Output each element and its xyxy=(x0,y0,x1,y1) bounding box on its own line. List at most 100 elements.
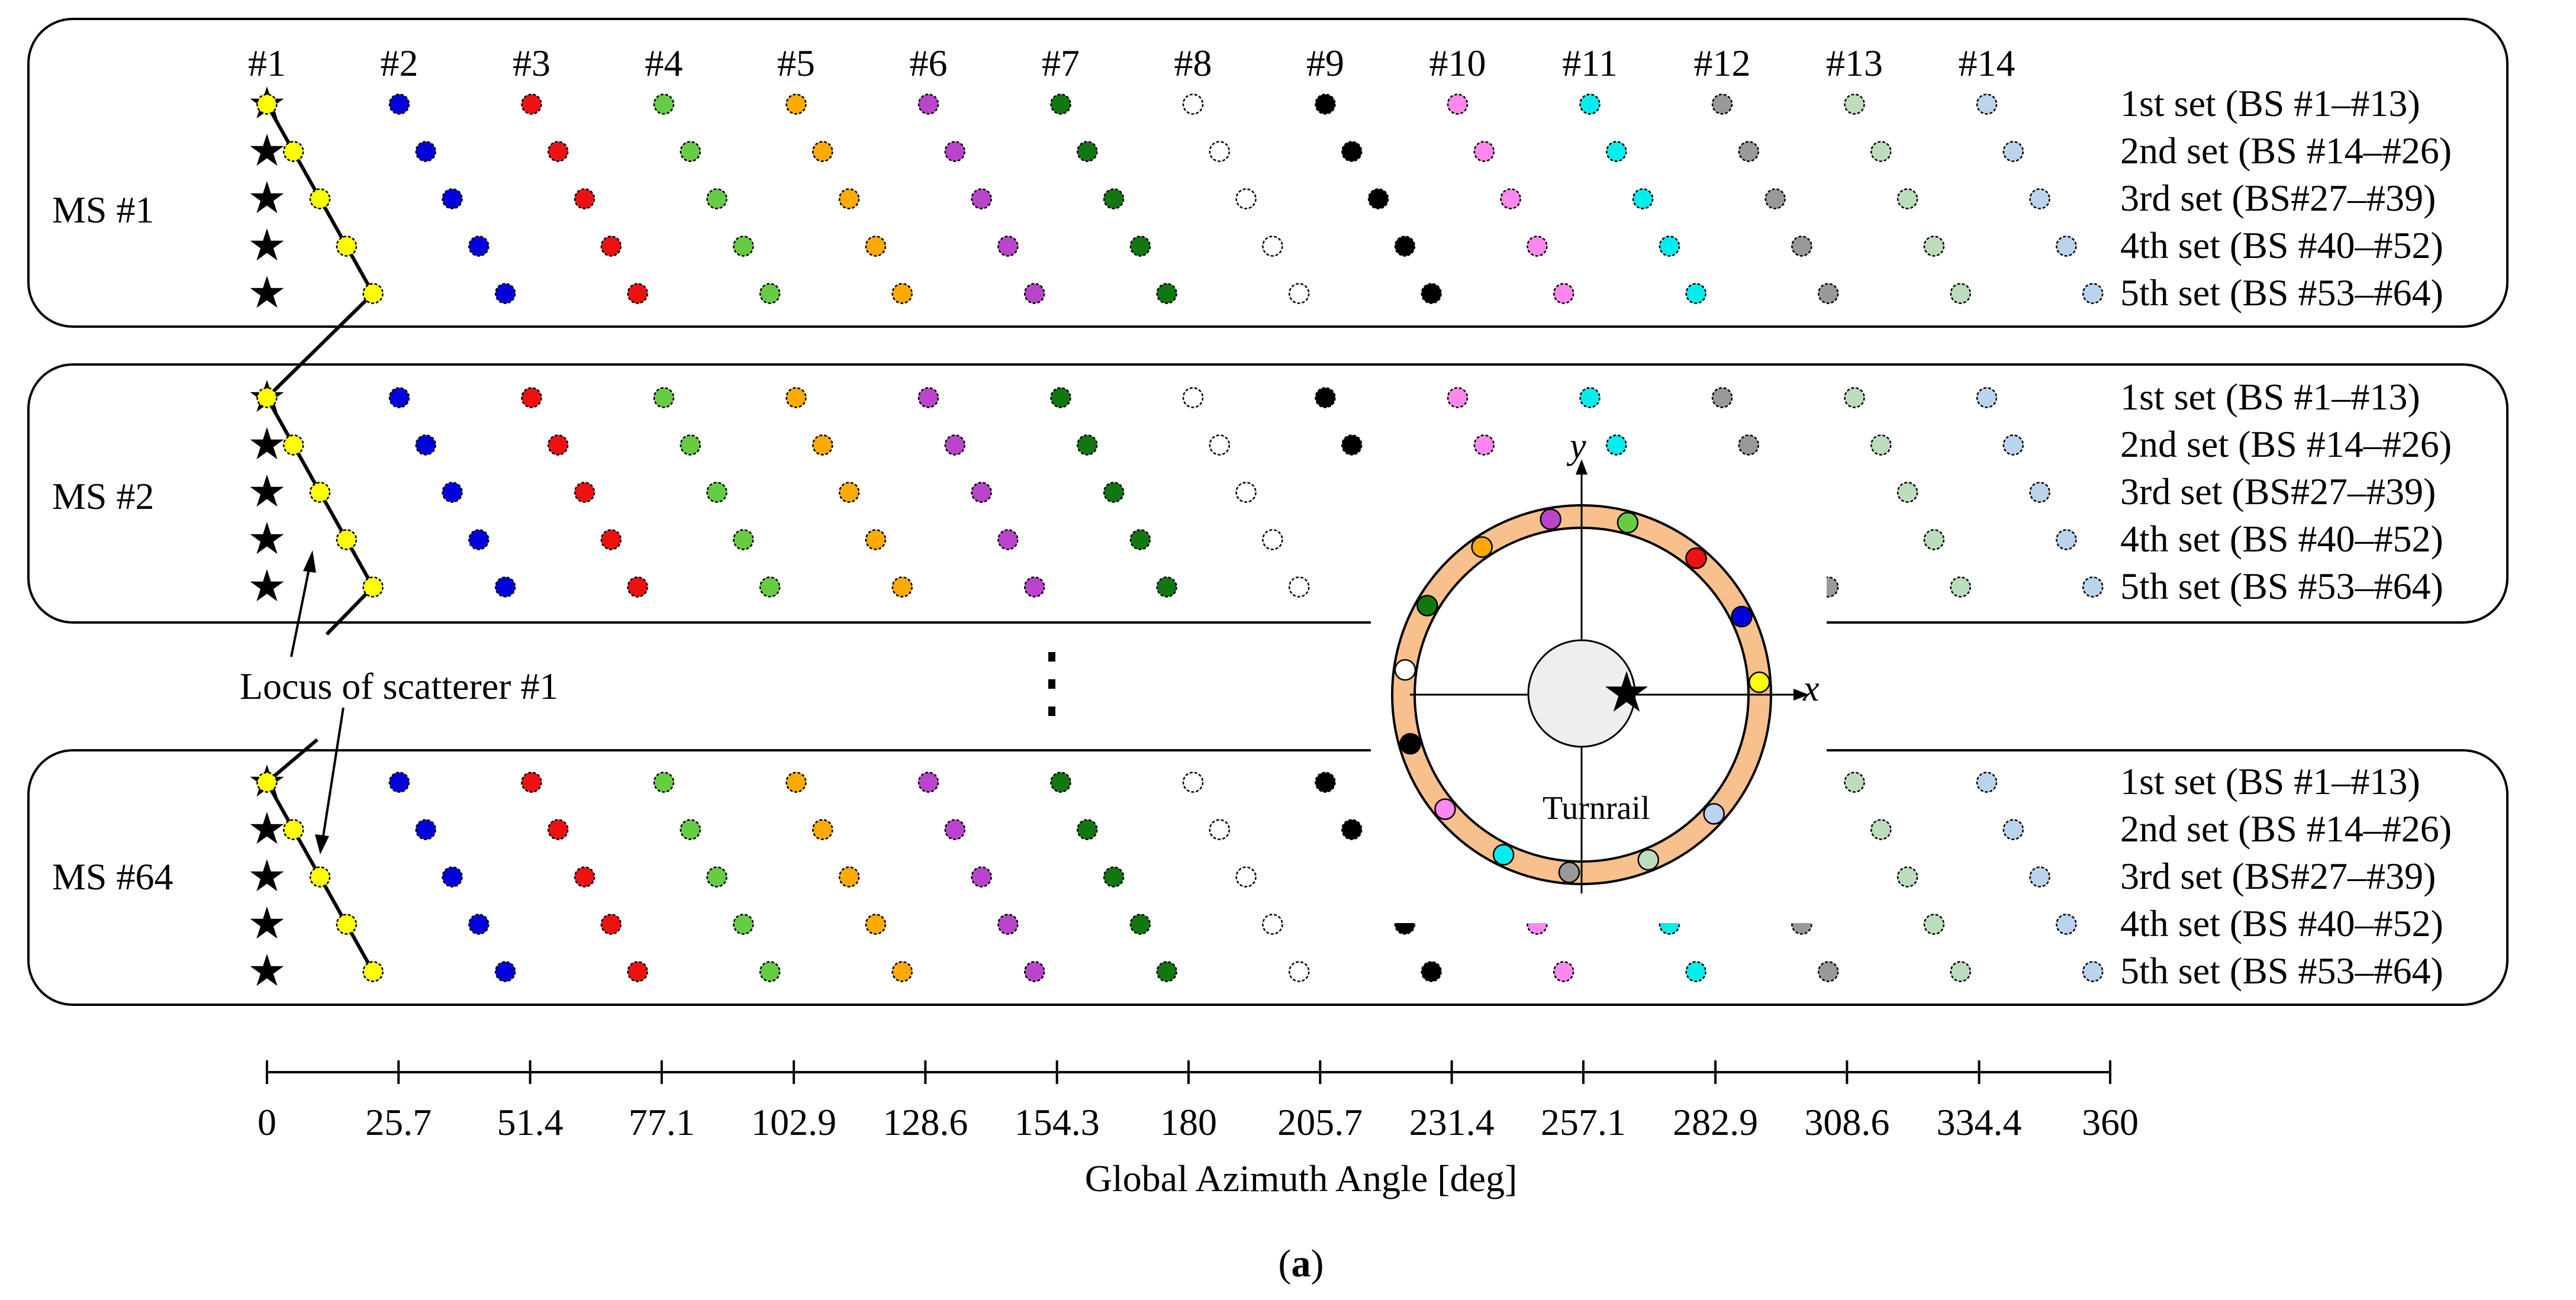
axis-tick-label: 334.4 xyxy=(1937,1101,2022,1143)
bs-circle xyxy=(1050,772,1071,793)
column-header: #3 xyxy=(513,42,550,84)
ring-bs-circle xyxy=(1749,671,1770,693)
bs-circle xyxy=(1023,576,1045,598)
set-labels: 1st set (BS #1–#13) 2nd set (BS #14–#26) 3… xyxy=(2120,82,2452,992)
bs-circle xyxy=(1077,434,1098,456)
bs-circle xyxy=(415,141,437,162)
column-header: #14 xyxy=(1959,42,2015,84)
bs-circle xyxy=(1341,434,1363,456)
bs-circle xyxy=(997,529,1019,550)
bs-circle xyxy=(1129,236,1151,257)
ellipsis: ⋮ xyxy=(1048,652,1055,716)
bs-circle xyxy=(627,961,648,982)
bs-circle xyxy=(1050,387,1071,408)
axis-tick-label: 282.9 xyxy=(1673,1101,1758,1143)
bs-circle xyxy=(759,961,781,982)
bs-circle xyxy=(1844,93,1865,115)
bs-circle xyxy=(759,283,781,304)
panel-ms2-frame xyxy=(27,363,2509,624)
bs-circle xyxy=(706,188,727,209)
bs-circle xyxy=(944,434,966,456)
bs-circle xyxy=(1341,141,1363,162)
ms-star-icon xyxy=(250,181,284,214)
bs-circle xyxy=(627,283,648,304)
bs-circle xyxy=(1235,482,1257,503)
bs-circle xyxy=(944,141,966,162)
locus-arrow-head-1 xyxy=(303,550,316,573)
bs-circle xyxy=(891,961,913,982)
bs-circle xyxy=(521,93,542,115)
bs-circle xyxy=(2002,141,2024,162)
bs-circle xyxy=(2056,236,2077,257)
bs-circle xyxy=(548,434,569,456)
bs-circle xyxy=(442,188,463,209)
bs-circle xyxy=(812,434,833,456)
bs-circle xyxy=(336,236,358,257)
bs-circle xyxy=(1870,819,1892,840)
bs-circle xyxy=(1156,283,1177,304)
bs-circle xyxy=(1050,93,1071,115)
bs-circle xyxy=(971,188,992,209)
bs-circle xyxy=(1447,93,1469,115)
axis-tick-label: 360 xyxy=(2082,1101,2139,1143)
set-label: 4th set (BS #40–#52) xyxy=(2120,902,2443,944)
set-label: 4th set (BS #40–#52) xyxy=(2120,518,2443,560)
bs-circle xyxy=(2082,283,2104,304)
ms-star-icon xyxy=(250,812,284,844)
ms-star-icon xyxy=(250,569,284,602)
bs-circle xyxy=(1950,283,1971,304)
bs-circle xyxy=(1976,772,1998,793)
axis-tick-label: 51.4 xyxy=(497,1101,564,1143)
column-header: #13 xyxy=(1826,42,1883,84)
set-label: 3rd set (BS#27–#39) xyxy=(2120,470,2436,512)
bs-circle xyxy=(309,188,331,209)
bs-circle xyxy=(706,482,727,503)
bs-circle xyxy=(838,188,860,209)
bs-circle xyxy=(1023,961,1045,982)
bs-circle xyxy=(336,914,358,935)
bs-circle xyxy=(733,529,754,550)
bs-circle xyxy=(1103,482,1125,503)
bs-circle xyxy=(1367,188,1389,209)
x-axis-title: Global Azimuth Angle [deg] xyxy=(1085,1157,1518,1199)
bs-circle xyxy=(415,819,437,840)
column-headers: #1 #2 #3 #4 #5 #6 #7 #8 #9 #10 #11 #12 #13 #14 xyxy=(248,42,2015,84)
bs-circle xyxy=(600,529,622,550)
column-header: #7 xyxy=(1042,42,1080,84)
ms-star-icon xyxy=(250,907,284,939)
panel-label-ms64: MS #64 xyxy=(52,856,173,898)
bs-circle xyxy=(468,914,490,935)
bs-circle xyxy=(1817,283,1839,304)
bs-circle xyxy=(494,961,516,982)
ring-bs-circle xyxy=(1617,512,1639,534)
bs-circle xyxy=(1315,772,1336,793)
axis-tick-label: 205.7 xyxy=(1277,1101,1363,1143)
column-header: #12 xyxy=(1694,42,1751,84)
bs-circle xyxy=(865,236,887,257)
bs-circle xyxy=(442,866,463,888)
bs-circle xyxy=(442,482,463,503)
bs-circle xyxy=(785,772,807,793)
set-label: 4th set (BS #40–#52) xyxy=(2120,224,2443,266)
set-label: 2nd set (BS #14–#26) xyxy=(2120,808,2452,850)
locus-arrow-head-2 xyxy=(315,834,329,854)
bs-circle xyxy=(283,141,304,162)
set-label: 2nd set (BS #14–#26) xyxy=(2120,423,2452,465)
bs-circle xyxy=(362,576,384,598)
bs-circle xyxy=(917,387,939,408)
bs-circle xyxy=(1579,387,1601,408)
bs-circle xyxy=(600,236,622,257)
bs-circle xyxy=(1553,283,1574,304)
bs-circle xyxy=(574,188,595,209)
bs-circle xyxy=(1579,93,1601,115)
bs-circle xyxy=(1182,93,1204,115)
bs-circle xyxy=(362,961,384,982)
axis-tick-label: 128.6 xyxy=(883,1101,968,1143)
bs-circle xyxy=(1421,961,1442,982)
bs-circle xyxy=(680,819,701,840)
bs-circle xyxy=(1606,141,1627,162)
bs-circle xyxy=(1553,961,1574,982)
bs-circle xyxy=(680,434,701,456)
bs-circle xyxy=(733,236,754,257)
locus-connector xyxy=(325,585,375,636)
